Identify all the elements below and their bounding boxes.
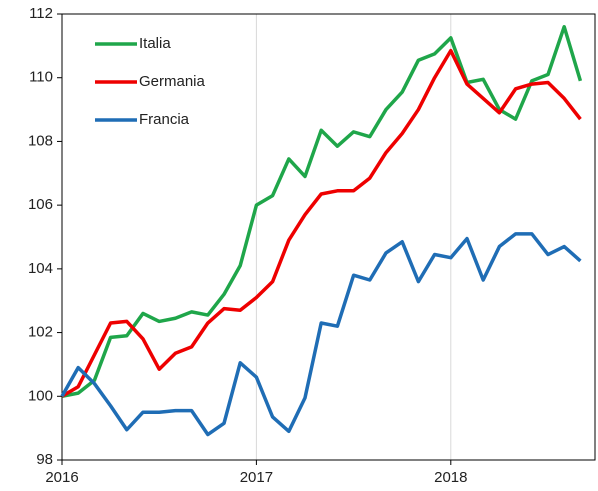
line-series — [61, 24, 583, 399]
y-tick-label: 98 — [36, 451, 53, 468]
line-series — [60, 232, 582, 437]
y-tick-label: 104 — [28, 260, 53, 277]
x-tick-label: 2017 — [240, 469, 273, 486]
y-tick-label: 110 — [29, 69, 53, 86]
legend-label: Italia — [139, 35, 171, 52]
x-tick-label: 2016 — [45, 469, 78, 486]
y-tick-label: 108 — [28, 132, 53, 149]
legend-label: Francia — [139, 111, 190, 128]
line-series — [61, 48, 582, 398]
y-tick-label: 106 — [28, 196, 53, 213]
y-tick-label: 112 — [29, 5, 53, 22]
legend-label: Germania — [139, 73, 206, 90]
plot-frame — [61, 13, 596, 461]
x-tick-label: 2018 — [434, 469, 467, 486]
y-tick-label: 102 — [28, 324, 53, 341]
y-tick-label: 100 — [28, 387, 53, 404]
